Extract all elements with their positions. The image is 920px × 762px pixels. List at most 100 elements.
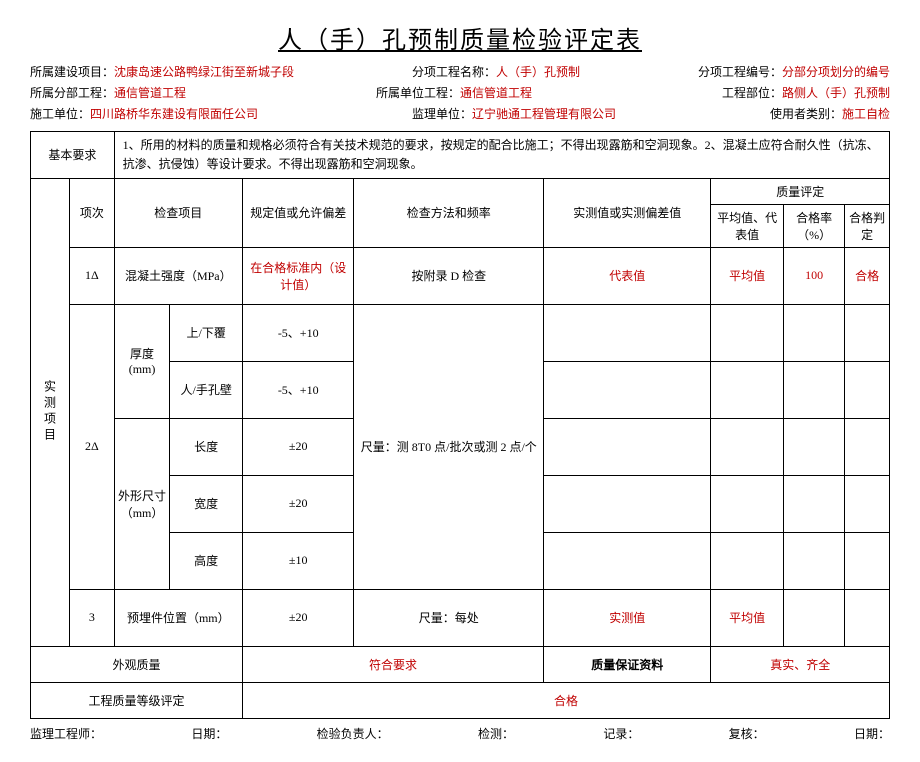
meta-2c: 工程部位：路侧人（手）孔预制 — [722, 84, 890, 103]
r1-std: 在合格标准内（设计值） — [242, 247, 354, 304]
r1-method: 按附录 D 检查 — [354, 247, 544, 304]
r2-hei: 高度 — [170, 532, 243, 589]
row-2a: 2Δ 厚度 (mm) 上/下覆 -5、+10 尺量：测 8T0 点/批次或测 2… — [31, 304, 890, 361]
cell-empty — [544, 532, 711, 589]
cell-empty — [544, 418, 711, 475]
meta-3a: 施工单位：四川路桥华东建设有限面任公司 — [30, 105, 258, 124]
basic-req-text: 1、所用的材料的质量和规格必须符合有关技术规范的要求，按规定的配合比施工；不得出… — [114, 131, 889, 178]
footer-f: 复核： — [729, 725, 765, 742]
meta-2a: 所属分部工程：通信管道工程 — [30, 84, 186, 103]
meta-1c: 分项工程编号：分部分项划分的编号 — [698, 63, 890, 82]
meta-value: 沈康岛速公路鸭绿江街至新城子段 — [114, 65, 294, 79]
meta-value: 通信管道工程 — [460, 86, 532, 100]
hdr-std: 规定值或允许偏差 — [242, 178, 354, 247]
qa-doc-label: 质量保证资料 — [544, 646, 711, 682]
r2-no: 2Δ — [70, 304, 115, 589]
meta-row-1: 所属建设项目：沈康岛速公路鸭绿江街至新城子段 分项工程名称：人（手）孔预制 分项… — [30, 63, 890, 82]
cell-empty — [711, 304, 784, 361]
footer-d: 检测： — [478, 725, 514, 742]
cell-empty — [711, 532, 784, 589]
hdr-method: 检查方法和频率 — [354, 178, 544, 247]
r2-thick-b: 人/手孔壁 — [170, 361, 243, 418]
footer-b: 日期： — [191, 725, 227, 742]
cell-empty — [544, 361, 711, 418]
r3-item: 预埋件位置（mm） — [114, 589, 242, 646]
meta-value: 路侧人（手）孔预制 — [782, 86, 890, 100]
r2-thick-b-std: -5、+10 — [242, 361, 354, 418]
meta-row-2: 所属分部工程：通信管道工程 所属单位工程：通信管道工程 工程部位：路侧人（手）孔… — [30, 84, 890, 103]
footer-a: 监理工程师： — [30, 725, 102, 742]
meta-label: 分项工程编号： — [698, 65, 782, 79]
r2-wid-std: ±20 — [242, 475, 354, 532]
r3-no: 3 — [70, 589, 115, 646]
qa-doc-value: 真实、齐全 — [711, 646, 890, 682]
grade-label: 工程质量等级评定 — [31, 682, 243, 718]
meta-value: 四川路桥华东建设有限面任公司 — [90, 107, 258, 121]
header-row-1: 实测项目 项次 检查项目 规定值或允许偏差 检查方法和频率 实测值或实测偏差值 … — [31, 178, 890, 204]
row-1: 1Δ 混凝土强度（MPa） 在合格标准内（设计值） 按附录 D 检查 代表值 平… — [31, 247, 890, 304]
r3-avg: 平均值 — [711, 589, 784, 646]
meta-1a: 所属建设项目：沈康岛速公路鸭绿江街至新城子段 — [30, 63, 294, 82]
inspection-table: 基本要求 1、所用的材料的质量和规格必须符合有关技术规范的要求，按规定的配合比施… — [30, 131, 890, 719]
r1-rate: 100 — [783, 247, 844, 304]
meta-3c: 使用者类别：施工自检 — [770, 105, 890, 124]
r2-method: 尺量：测 8T0 点/批次或测 2 点/个 — [354, 304, 544, 589]
cell-empty — [845, 418, 890, 475]
side-label: 实测项目 — [31, 178, 70, 646]
meta-label: 监理单位： — [412, 107, 472, 121]
r1-no: 1Δ — [70, 247, 115, 304]
r3-method: 尺量：每处 — [354, 589, 544, 646]
grade-value: 合格 — [242, 682, 889, 718]
cell-empty — [845, 532, 890, 589]
cell-empty — [783, 418, 844, 475]
r1-avg: 平均值 — [711, 247, 784, 304]
hdr-judge: 合格判定 — [845, 204, 890, 247]
cell-empty — [783, 304, 844, 361]
r3-std: ±20 — [242, 589, 354, 646]
cell-empty — [845, 304, 890, 361]
cell-empty — [845, 475, 890, 532]
meta-label: 所属分部工程： — [30, 86, 114, 100]
r2-thick-a: 上/下覆 — [170, 304, 243, 361]
meta-value: 施工自检 — [842, 107, 890, 121]
cell-empty — [783, 475, 844, 532]
r1-judge: 合格 — [845, 247, 890, 304]
cell-empty — [711, 361, 784, 418]
hdr-item-no: 项次 — [70, 178, 115, 247]
r3-measured: 实测值 — [544, 589, 711, 646]
meta-label: 所属建设项目： — [30, 65, 114, 79]
cell-empty — [845, 361, 890, 418]
footer-g: 日期： — [854, 725, 890, 742]
meta-label: 施工单位： — [30, 107, 90, 121]
footer-e: 记录： — [603, 725, 639, 742]
appearance-label: 外观质量 — [31, 646, 243, 682]
cell-empty — [711, 475, 784, 532]
cell-empty — [783, 589, 844, 646]
cell-empty — [544, 475, 711, 532]
row-3: 3 预埋件位置（mm） ±20 尺量：每处 实测值 平均值 — [31, 589, 890, 646]
basic-req-label: 基本要求 — [31, 131, 115, 178]
cell-empty — [783, 532, 844, 589]
footer-c: 检验负责人： — [317, 725, 389, 742]
meta-value: 通信管道工程 — [114, 86, 186, 100]
meta-label: 工程部位： — [722, 86, 782, 100]
meta-label: 使用者类别： — [770, 107, 842, 121]
hdr-rate: 合格率（%） — [783, 204, 844, 247]
cell-empty — [783, 361, 844, 418]
meta-label: 所属单位工程： — [376, 86, 460, 100]
footer-row: 监理工程师： 日期： 检验负责人： 检测： 记录： 复核： 日期： — [30, 725, 890, 742]
cell-empty — [544, 304, 711, 361]
r2-thick-label: 厚度 (mm) — [114, 304, 170, 418]
meta-value: 分部分项划分的编号 — [782, 65, 890, 79]
basic-req-row: 基本要求 1、所用的材料的质量和规格必须符合有关技术规范的要求，按规定的配合比施… — [31, 131, 890, 178]
hdr-check-item: 检查项目 — [114, 178, 242, 247]
r2-wid: 宽度 — [170, 475, 243, 532]
r2-len: 长度 — [170, 418, 243, 475]
page-title: 人（手）孔预制质量检验评定表 — [30, 20, 890, 55]
hdr-measured: 实测值或实测偏差值 — [544, 178, 711, 247]
r1-measured: 代表值 — [544, 247, 711, 304]
meta-value: 人（手）孔预制 — [496, 65, 580, 79]
cell-empty — [845, 589, 890, 646]
meta-row-3: 施工单位：四川路桥华东建设有限面任公司 监理单位：辽宁驰通工程管理有限公司 使用… — [30, 105, 890, 124]
meta-2b: 所属单位工程：通信管道工程 — [376, 84, 532, 103]
